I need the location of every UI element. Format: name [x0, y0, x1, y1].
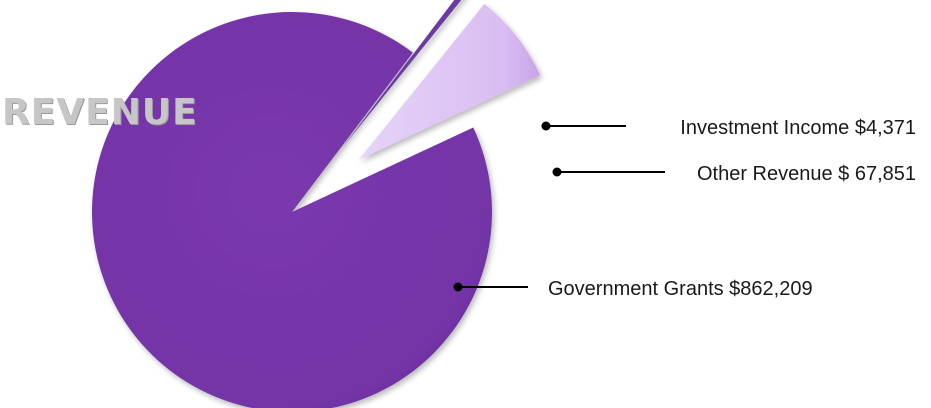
slice-label: Government Grants $862,209: [548, 278, 813, 300]
chart-title: REVENUE: [2, 92, 198, 133]
callout-dot: [552, 167, 562, 177]
pie-slice-investment-income: [342, 0, 462, 148]
callout-dot: [453, 282, 463, 292]
pie-slice-other-revenue: [358, 3, 541, 160]
pie-slice-government-grants: [92, 12, 492, 408]
slice-label: Investment Income $4,371: [680, 117, 916, 139]
slice-label: Other Revenue $ 67,851: [697, 163, 916, 185]
callout-dot: [541, 121, 551, 131]
